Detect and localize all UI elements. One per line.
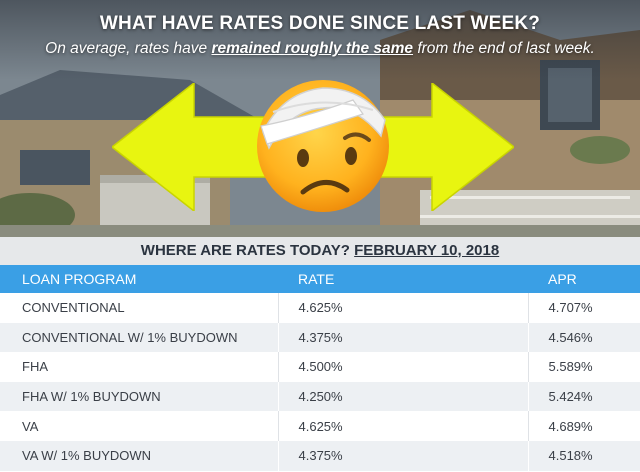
column-header-loan-program: LOAN PROGRAM <box>0 265 278 293</box>
apr-cell: 4.518% <box>528 440 640 471</box>
table-row: FHA W/ 1% BUYDOWN 4.250% 5.424% <box>0 381 640 412</box>
subtitle-text-end: from the end of last week. <box>413 40 595 57</box>
face-with-head-bandage-icon <box>257 80 389 212</box>
subtitle-emphasis: remained roughly the same <box>211 40 414 57</box>
rate-cell: 4.500% <box>278 352 529 382</box>
loan-program-cell: VA <box>0 411 279 441</box>
table-header-row: LOAN PROGRAM RATE APR <box>0 265 640 293</box>
apr-cell: 4.546% <box>528 322 640 353</box>
subtitle-text-start: On average, rates have <box>45 40 212 57</box>
loan-program-cell: CONVENTIONAL W/ 1% BUYDOWN <box>0 322 279 353</box>
column-header-apr: APR <box>528 265 640 293</box>
loan-program-cell: FHA <box>0 352 279 382</box>
loan-program-cell: FHA W/ 1% BUYDOWN <box>0 381 279 412</box>
rate-cell: 4.625% <box>278 293 529 323</box>
rate-cell: 4.250% <box>278 381 529 412</box>
table-row: CONVENTIONAL W/ 1% BUYDOWN 4.375% 4.546% <box>0 322 640 353</box>
rates-table: LOAN PROGRAM RATE APR CONVENTIONAL 4.625… <box>0 265 640 471</box>
rate-cell: 4.375% <box>278 322 529 353</box>
rates-date: FEBRUARY 10, 2018 <box>354 242 500 259</box>
apr-cell: 4.689% <box>528 411 640 441</box>
loan-program-cell: VA W/ 1% BUYDOWN <box>0 440 279 471</box>
page-title: WHAT HAVE RATES DONE SINCE LAST WEEK? <box>99 13 541 34</box>
loan-program-cell: CONVENTIONAL <box>0 293 279 323</box>
hero-shade <box>0 0 640 80</box>
column-header-rate: RATE <box>278 265 528 293</box>
page-subtitle: On average, rates have remained roughly … <box>0 40 640 58</box>
hero-banner: WHAT HAVE RATES DONE SINCE LAST WEEK? On… <box>0 0 640 237</box>
apr-cell: 5.424% <box>528 381 640 412</box>
table-row: CONVENTIONAL 4.625% 4.707% <box>0 293 640 323</box>
rate-cell: 4.625% <box>278 411 529 441</box>
date-heading: WHERE ARE RATES TODAY? FEBRUARY 10, 2018 <box>0 237 640 265</box>
table-row: FHA 4.500% 5.589% <box>0 352 640 382</box>
apr-cell: 4.707% <box>528 293 640 323</box>
table-row: VA W/ 1% BUYDOWN 4.375% 4.518% <box>0 440 640 471</box>
table-row: VA 4.625% 4.689% <box>0 411 640 441</box>
apr-cell: 5.589% <box>528 352 640 382</box>
date-heading-label: WHERE ARE RATES TODAY? <box>140 242 355 259</box>
rate-cell: 4.375% <box>278 440 529 471</box>
